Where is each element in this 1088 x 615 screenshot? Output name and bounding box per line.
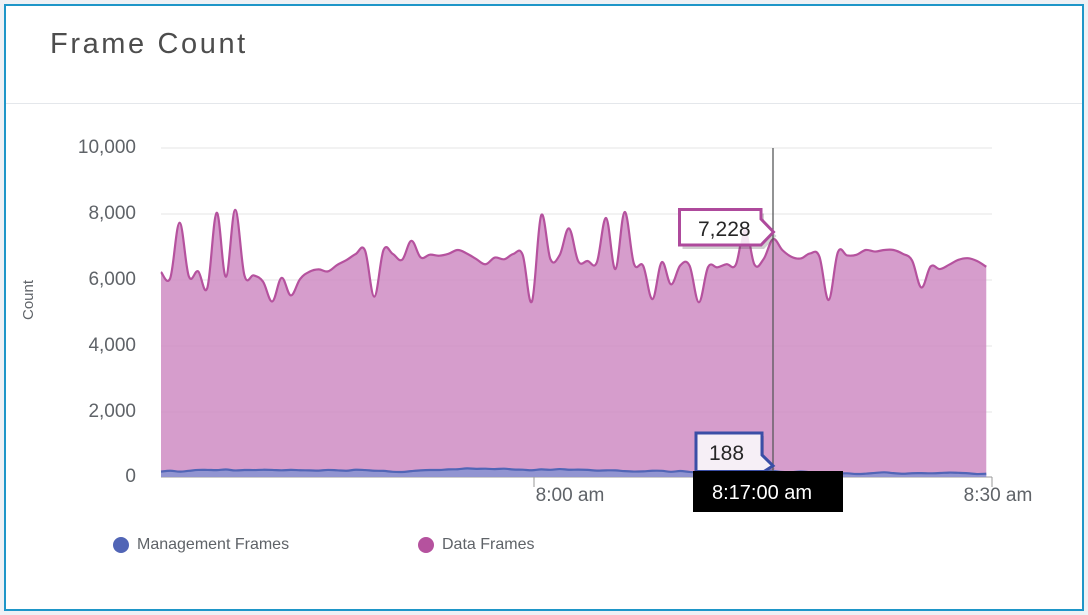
svg-text:7,228: 7,228 (698, 218, 751, 241)
svg-text:188: 188 (709, 442, 744, 465)
svg-text:8:17:00 am: 8:17:00 am (712, 482, 812, 504)
